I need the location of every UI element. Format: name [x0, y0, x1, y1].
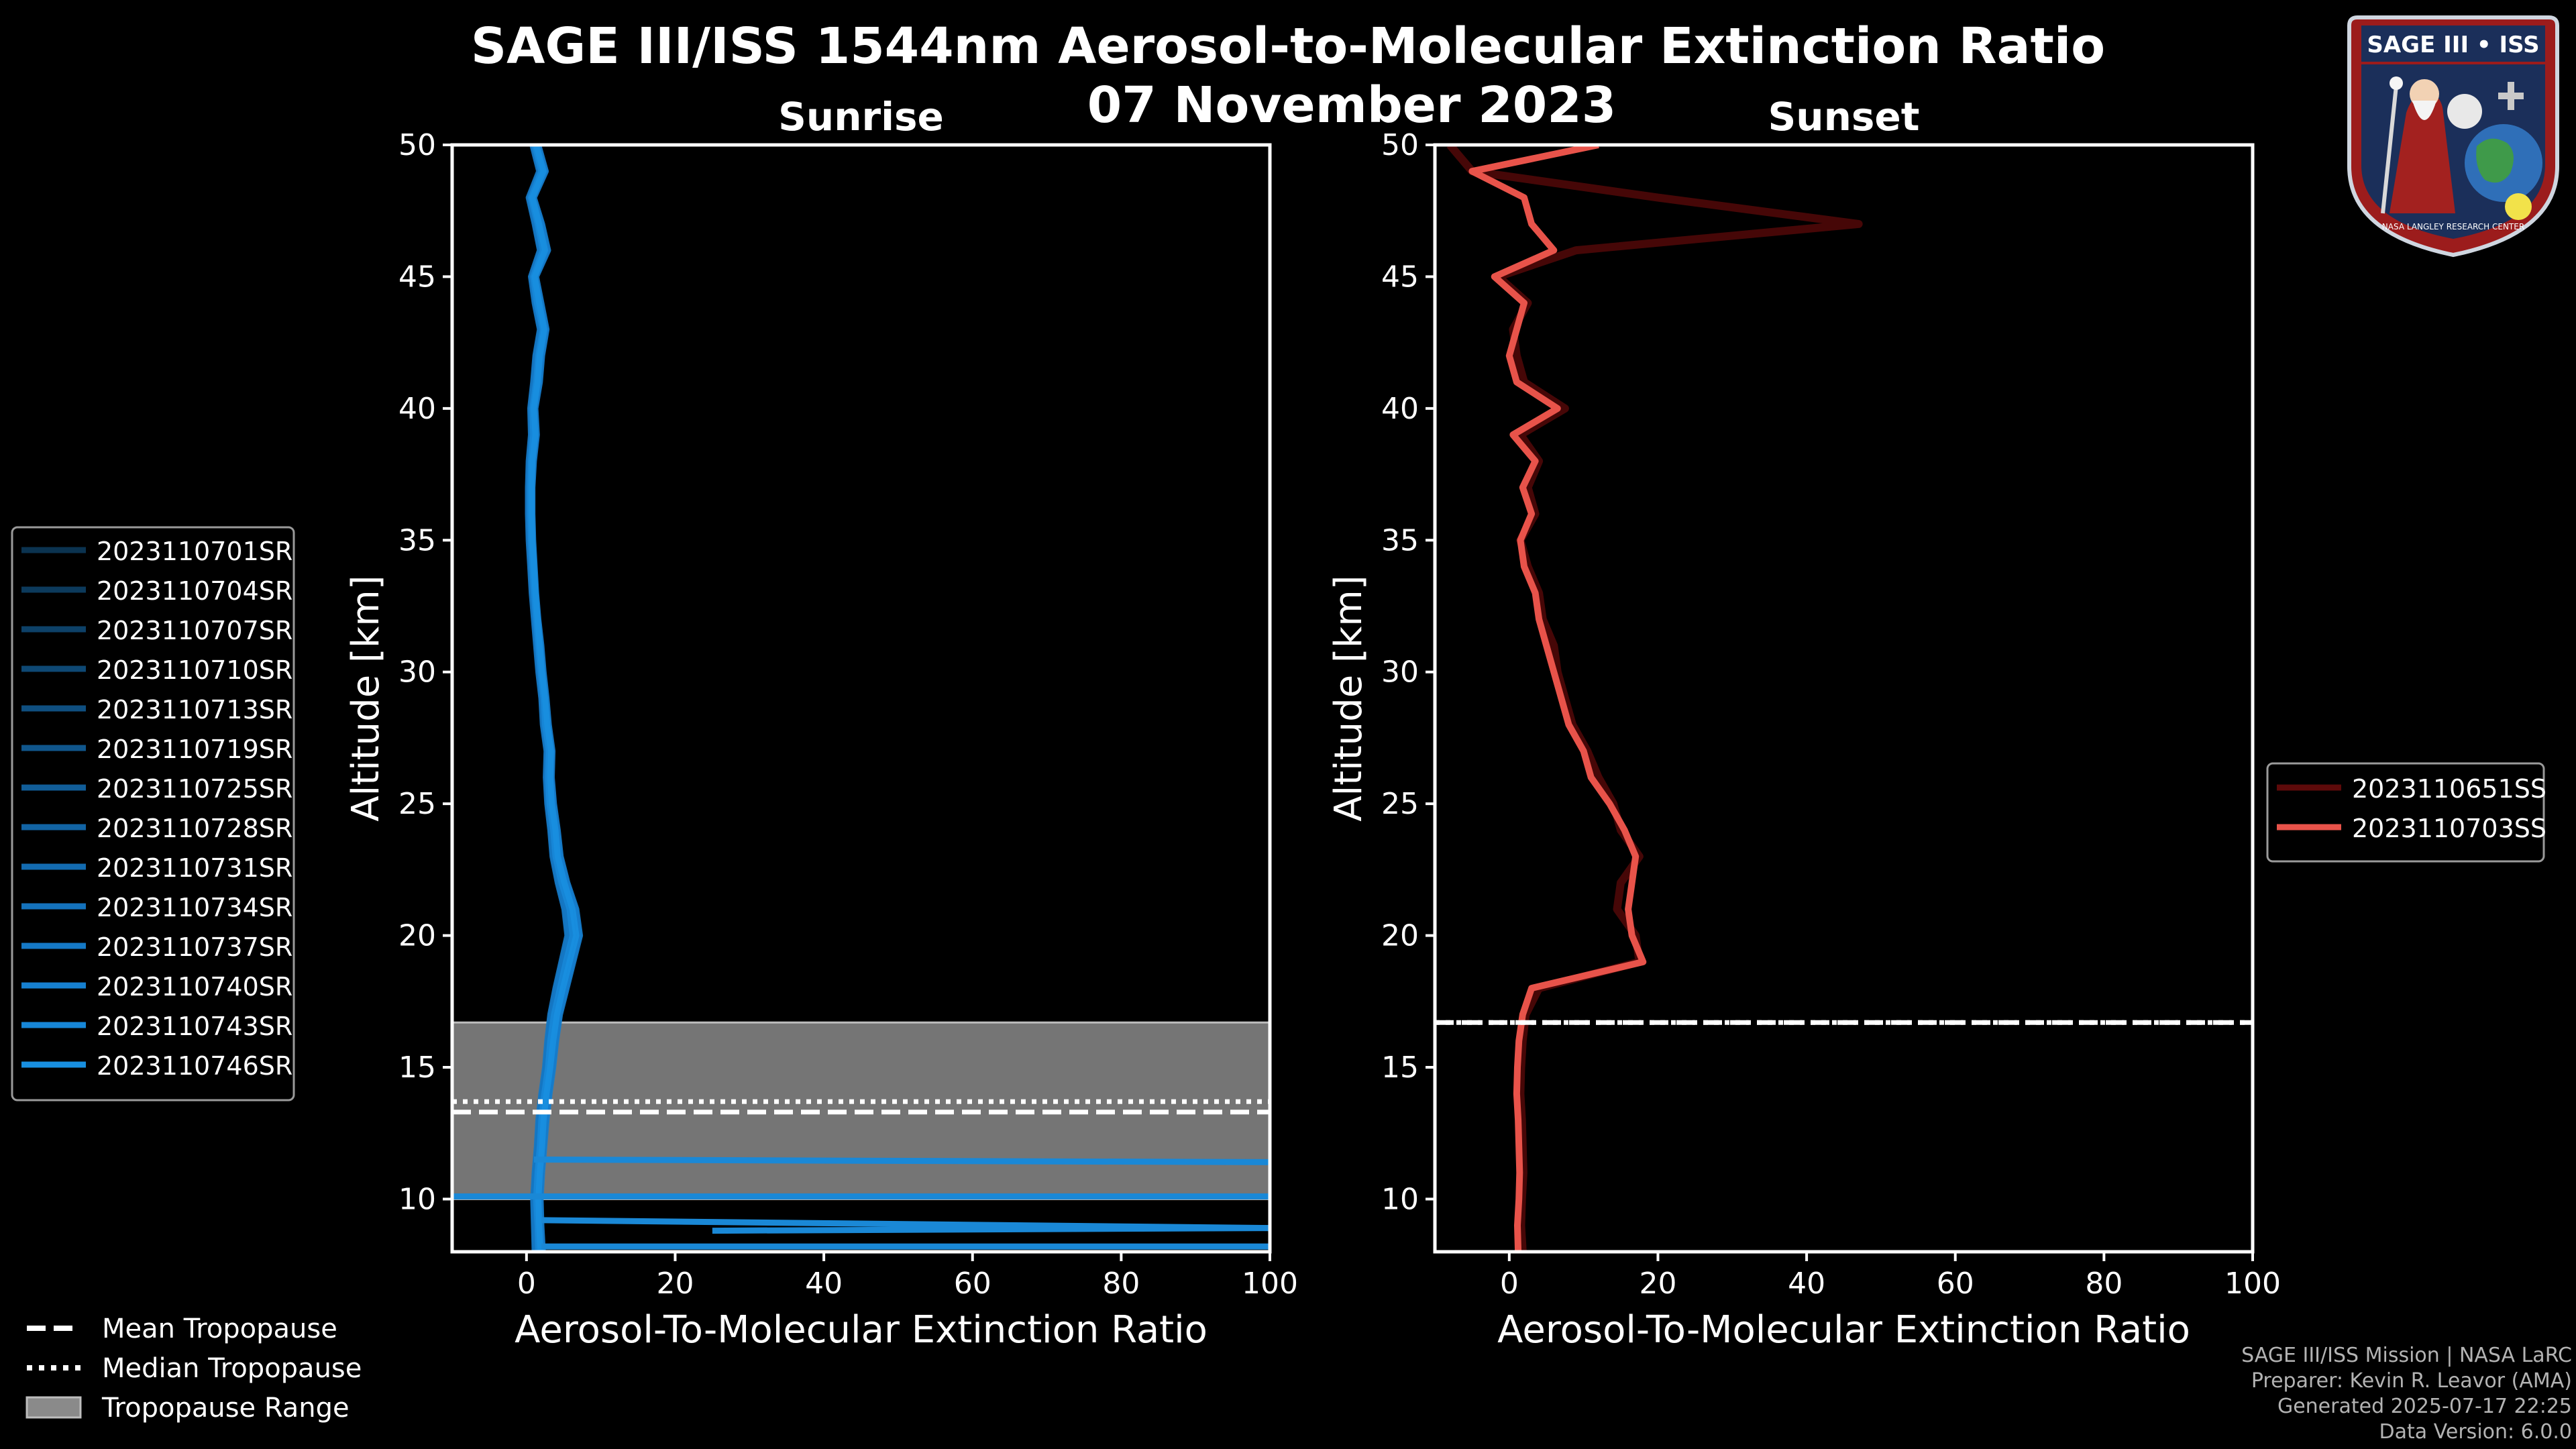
x-tick-label: 0	[1500, 1267, 1519, 1301]
legend-label: 2023110703SS	[2352, 814, 2546, 843]
footer: SAGE III/ISS Mission | NASA LaRC Prepare…	[2241, 1343, 2572, 1445]
y-axis-label: Altitude [km]	[344, 575, 388, 821]
legend-label: 2023110701SR	[97, 537, 292, 566]
footer-generated: Generated 2025-07-17 22:25	[2277, 1395, 2572, 1418]
y-tick-label: 10	[398, 1182, 436, 1216]
plot-frame	[450, 143, 1272, 1254]
y-tick-label: 35	[398, 523, 436, 557]
footer-mission: SAGE III/ISS Mission | NASA LaRC	[2241, 1344, 2572, 1367]
y-tick-label: 45	[1381, 260, 1419, 294]
tropopause-legend-label: Mean Tropopause	[102, 1313, 337, 1344]
x-tick-label: 80	[2085, 1267, 2123, 1301]
y-tick-label: 20	[1381, 919, 1419, 953]
y-tick-label: 25	[398, 787, 436, 821]
y-tick-label: 30	[398, 655, 436, 690]
x-tick-label: 100	[1242, 1267, 1298, 1301]
footer-preparer: Preparer: Kevin R. Leavor (AMA)	[2251, 1369, 2572, 1393]
y-tick-label: 30	[1381, 655, 1419, 690]
legend-label: 2023110707SR	[97, 616, 292, 645]
x-tick-label: 40	[1788, 1267, 1825, 1301]
legend-tropopause: Mean Tropopause Median Tropopause Tropopau…	[25, 1313, 362, 1424]
profile-fill-segment-4	[712, 1225, 1270, 1234]
panel-sunset: 0 20 40 60 80 100 10 15 20 25 30 35 40 45 50 Aerosol-To…	[1327, 94, 2281, 1352]
y-tick-label: 50	[398, 128, 436, 162]
x-axis-label: Aerosol-To-Molecular Extinction Ratio	[1497, 1308, 2190, 1352]
tropopause-legend-label: Tropopause Range	[101, 1393, 350, 1424]
profile-2023110703SS	[1468, 145, 1647, 1252]
panel-title: Sunrise	[778, 94, 944, 140]
legend-label: 2023110737SR	[97, 932, 292, 962]
profile-2023110746SR	[529, 145, 580, 1252]
figure-date: 07 November 2023	[1087, 76, 1616, 134]
legend-label: 2023110728SR	[97, 814, 292, 843]
y-axis-label: Altitude [km]	[1327, 575, 1371, 821]
legend-label: 2023110719SR	[97, 735, 292, 764]
legend-label: 2023110734SR	[97, 893, 292, 922]
y-tick-label: 20	[398, 919, 436, 953]
x-axis-label: Aerosol-To-Molecular Extinction Ratio	[515, 1308, 1208, 1352]
y-tick-label: 40	[398, 392, 436, 426]
x-tick-label: 0	[517, 1267, 536, 1301]
tropopause-legend-label: Median Tropopause	[102, 1353, 362, 1384]
legend-label: 2023110651SS	[2352, 774, 2546, 804]
x-tick-label: 20	[656, 1267, 694, 1301]
y-tick-label: 15	[1381, 1051, 1419, 1085]
legend-label: 2023110746SR	[97, 1051, 292, 1081]
y-tick-label: 40	[1381, 392, 1419, 426]
legend-label: 2023110710SR	[97, 655, 292, 685]
legend-label: 2023110704SR	[97, 576, 292, 606]
legend-label: 2023110740SR	[97, 972, 292, 1002]
x-tick-label: 60	[954, 1267, 991, 1301]
legend-range-swatch	[25, 1396, 82, 1419]
logo-title: SAGE III • ISS	[2367, 32, 2539, 58]
figure-title: SAGE III/ISS 1544nm Aerosol-to-Molecular…	[471, 17, 2105, 75]
y-tick-label: 50	[1381, 128, 1419, 162]
y-tick-label: 10	[1381, 1182, 1419, 1216]
profile-fill-segment-1	[533, 1157, 1270, 1165]
plot-frame	[1433, 143, 2255, 1254]
legend-label: 2023110743SR	[97, 1012, 292, 1041]
panel-sunrise: 0 20 40 60 80 100 10 15 20 25 30 35 40 45 50 Aerosol-To…	[344, 94, 1298, 1352]
legend-label: 2023110713SR	[97, 695, 292, 724]
x-tick-label: 100	[2224, 1267, 2281, 1301]
legend-sunrise: 2023110701SR 2023110704SR 2023110707SR 2023…	[11, 526, 295, 1102]
y-tick-label: 35	[1381, 523, 1419, 557]
x-tick-label: 60	[1937, 1267, 1974, 1301]
x-tick-label: 40	[805, 1267, 843, 1301]
legend-sunset: 2023110651SS 2023110703SS	[2266, 762, 2546, 863]
x-tick-label: 20	[1639, 1267, 1676, 1301]
x-tick-label: 80	[1102, 1267, 1140, 1301]
panel-title: Sunset	[1768, 94, 1920, 140]
y-tick-label: 45	[398, 260, 436, 294]
sage-iii-iss-logo: SAGE III • ISS NASA LANGLEY RESEARCH CEN…	[2347, 15, 2559, 258]
legend-label: 2023110725SR	[97, 774, 292, 804]
profile-2023110651SS	[1446, 145, 1863, 1252]
footer-version: Data Version: 6.0.0	[2379, 1420, 2572, 1444]
y-tick-label: 15	[398, 1051, 436, 1085]
legend-label: 2023110731SR	[97, 853, 292, 883]
y-tick-label: 25	[1381, 787, 1419, 821]
logo-ring-text: NASA LANGLEY RESEARCH CENTER	[2382, 222, 2524, 231]
